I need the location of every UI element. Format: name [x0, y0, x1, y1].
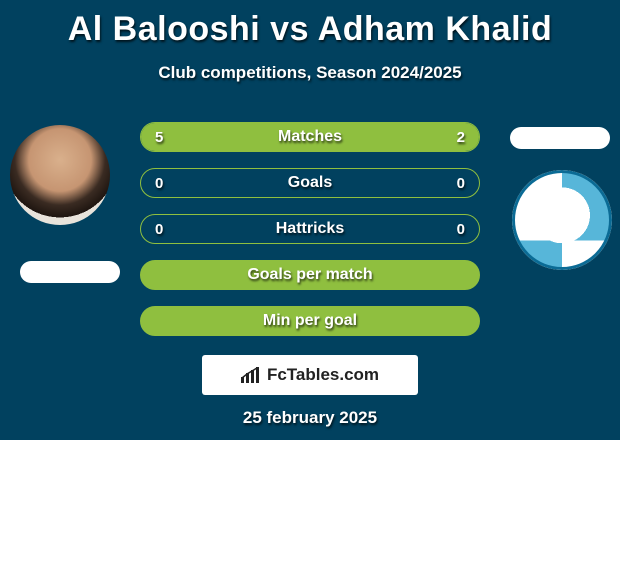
stat-row: Min per goal — [140, 306, 480, 336]
comparison-date: 25 february 2025 — [0, 408, 620, 428]
club-badge-icon — [512, 170, 612, 270]
stat-value-left: 0 — [155, 175, 163, 192]
subtitle: Club competitions, Season 2024/2025 — [0, 63, 620, 83]
stat-row: 0 Goals 0 — [140, 168, 480, 198]
page-title: Al Balooshi vs Adham Khalid — [0, 0, 620, 49]
stat-value-right: 0 — [457, 221, 465, 238]
stat-label: Matches — [278, 128, 342, 146]
player-right-flag — [510, 127, 610, 149]
stat-value-right: 0 — [457, 175, 465, 192]
player-left-flag — [20, 261, 120, 283]
stat-label: Hattricks — [276, 220, 344, 238]
stat-value-right: 2 — [457, 129, 465, 146]
brand-text: FcTables.com — [267, 365, 379, 385]
stat-rows: 5 Matches 2 0 Goals 0 0 Hattricks 0 Goals per mat… — [140, 122, 480, 352]
brand-badge[interactable]: FcTables.com — [202, 355, 418, 395]
stat-value-left: 5 — [155, 129, 163, 146]
stat-fill-left — [141, 123, 381, 151]
stat-label: Goals per match — [247, 266, 372, 284]
player-left-avatar — [10, 125, 110, 225]
face-placeholder-icon — [10, 125, 110, 225]
bar-chart-icon — [241, 367, 261, 383]
player-right-avatar — [512, 170, 612, 270]
stat-row: 5 Matches 2 — [140, 122, 480, 152]
stat-label: Goals — [288, 174, 332, 192]
comparison-card: Al Balooshi vs Adham Khalid Club competi… — [0, 0, 620, 440]
stat-row: 0 Hattricks 0 — [140, 214, 480, 244]
stat-value-left: 0 — [155, 221, 163, 238]
stat-label: Min per goal — [263, 312, 357, 330]
stat-row: Goals per match — [140, 260, 480, 290]
